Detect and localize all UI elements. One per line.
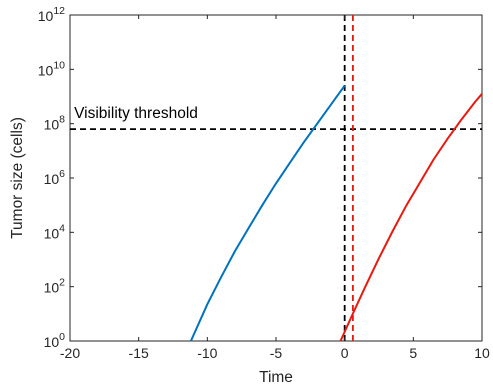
x-tick-label: 10 (474, 345, 490, 361)
y-axis-ticks: 100 102 104 106 108 1010 1012 (38, 5, 482, 350)
y-tick-label: 106 (44, 168, 66, 187)
y-axis-label: Tumor size (cells) (9, 117, 26, 239)
x-tick-label: 0 (341, 345, 349, 361)
y-tick-label: 102 (44, 277, 66, 296)
series-line-2 (339, 93, 483, 342)
series-lines (189, 85, 483, 342)
y-tick-label: 1010 (38, 59, 65, 78)
plot-area-border (69, 14, 483, 342)
x-tick-label: -5 (270, 345, 283, 361)
y-tick-label: 104 (44, 222, 66, 241)
axes-frame (69, 14, 483, 342)
x-tick-label: 5 (409, 345, 417, 361)
series-line-1 (189, 85, 346, 342)
x-axis-label: Time (259, 369, 293, 386)
reference-lines (70, 15, 482, 341)
visibility-threshold-label: Visibility threshold (74, 105, 198, 122)
x-axis-ticks: -20 -15 -10 -5 0 5 10 (60, 15, 490, 361)
x-tick-label: -20 (60, 345, 80, 361)
y-tick-label: 108 (44, 114, 66, 133)
x-tick-label: -15 (129, 345, 149, 361)
x-tick-label: -10 (197, 345, 217, 361)
y-tick-label: 1012 (38, 5, 65, 24)
y-tick-label: 100 (44, 331, 66, 350)
